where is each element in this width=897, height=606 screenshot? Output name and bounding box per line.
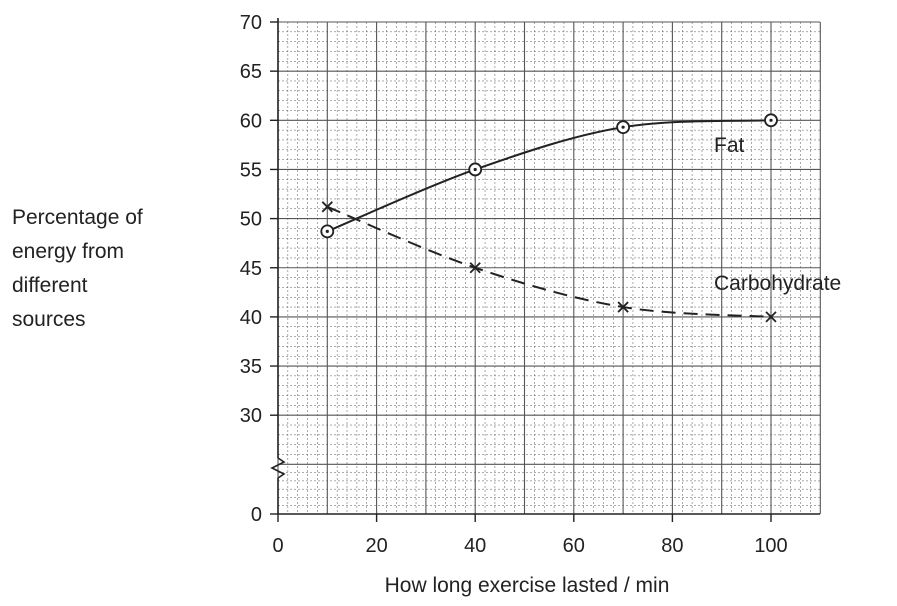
carbohydrate-point [765,311,777,323]
x-tick-label: 80 [661,535,683,557]
y-axis-title-line: sources [12,308,86,331]
y-tick-label: 60 [240,110,262,132]
y-tick-label: 30 [240,405,262,427]
fat-point-dot [621,125,625,129]
y-tick-label: 55 [240,159,262,181]
x-axis-title: How long exercise lasted / min [385,574,670,597]
x-tick-label: 40 [464,535,486,557]
carbohydrate-point-cross [321,201,333,213]
fat-point [764,113,778,128]
y-axis-title-line: Percentage of [12,206,143,229]
y-axis-title-line: different [12,274,88,297]
y-tick-label: 70 [240,12,262,34]
y-axis-title-line: energy from [12,240,124,263]
fat-point-dot [325,229,329,233]
series-line-fat [326,119,772,233]
axes [270,18,820,522]
carbohydrate-point-cross [617,301,629,313]
y-tick-label: 0 [251,504,262,526]
x-tick-label: 60 [563,535,585,557]
fat-point [616,120,630,135]
fat-point-dot [473,167,477,172]
carbohydrate-point-cross [469,262,481,274]
series-label-fat: Fat [714,134,745,157]
series-line-carbohydrate [326,205,772,318]
y-tick-label: 50 [240,209,262,231]
y-tick-label: 35 [240,356,262,378]
fat-point-dot [769,118,773,122]
tick-labels: 30 35 40 45 50 55 60 65 70 00 20 40 60 80 100 [240,12,788,557]
series-label-carbohydrate: Carbohydrate [714,272,841,295]
fat-point [320,224,335,239]
carbohydrate-point [321,201,333,213]
x-tick-label: 20 [365,535,387,557]
y-tick-label: 40 [240,307,262,329]
series-layer [320,113,778,323]
y-tick-label: 65 [240,61,262,83]
carbohydrate-point [617,301,629,313]
x-tick-label: 100 [754,535,787,557]
y-tick-label: 45 [240,258,262,280]
grid [277,21,821,514]
x-tick-label: 0 [272,535,283,557]
carbohydrate-point-cross [765,311,777,323]
carbohydrate-point [469,262,481,274]
fat-point [468,162,483,177]
labels-layer: Fat Carbohydrate How long exercise lasted … [12,134,841,597]
y-axis-break [270,457,286,479]
